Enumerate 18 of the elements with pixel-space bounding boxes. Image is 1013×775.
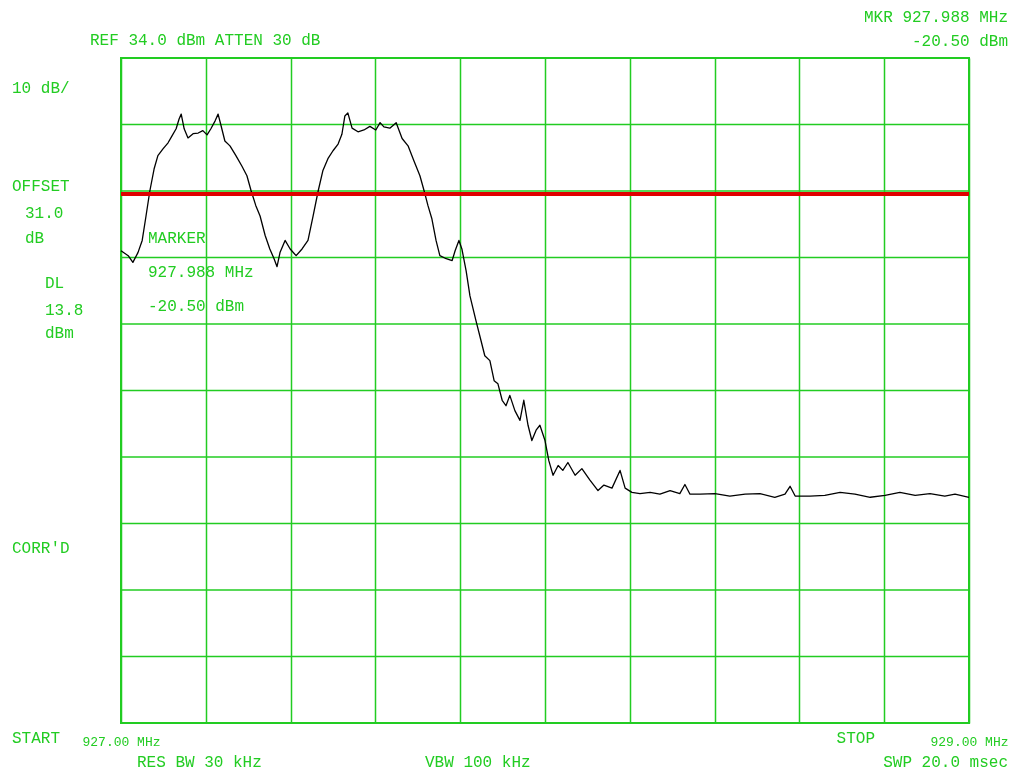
text: 13.8	[45, 302, 84, 320]
text: CORR'D	[12, 540, 70, 558]
text: 10 dB/	[12, 80, 70, 98]
text: VBW 100 kHz	[425, 754, 531, 772]
x-tick-label: 927.00 MHz	[82, 734, 161, 750]
text: START	[12, 730, 61, 748]
text: dB	[25, 230, 45, 248]
chart-title: REF 34.0 dBm ATTEN 30 dB	[90, 32, 321, 50]
text: MKR 927.988 MHz	[863, 9, 1008, 27]
text: DL	[45, 275, 65, 293]
text: OFFSET	[12, 178, 70, 196]
text: dBm	[45, 325, 74, 343]
text: RES BW 30 kHz	[137, 754, 262, 772]
text: STOP	[836, 730, 875, 748]
text: -20.50 dBm	[911, 33, 1008, 51]
text: SWP 20.0 msec	[883, 754, 1008, 772]
text: 31.0	[25, 205, 64, 223]
x-tick-label: 929.00 MHz	[930, 734, 1009, 750]
